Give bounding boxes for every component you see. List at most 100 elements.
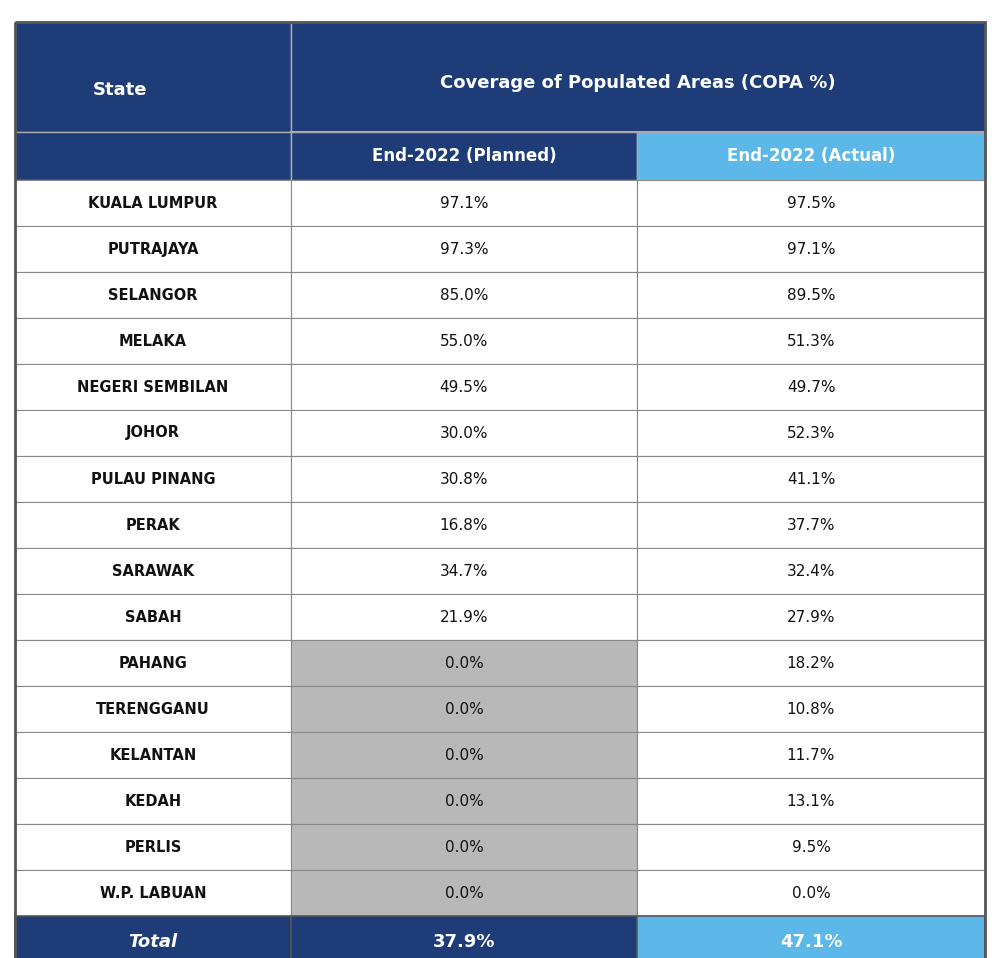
Bar xyxy=(15,132,291,180)
Bar xyxy=(637,778,985,824)
Bar xyxy=(291,640,637,686)
Text: 9.5%: 9.5% xyxy=(792,839,830,855)
Bar xyxy=(637,548,985,594)
Bar xyxy=(637,870,985,916)
Text: Total: Total xyxy=(128,933,178,951)
Bar xyxy=(291,686,637,732)
Text: 47.1%: 47.1% xyxy=(780,933,842,951)
Text: 0.0%: 0.0% xyxy=(445,839,483,855)
Text: 13.1%: 13.1% xyxy=(787,793,835,809)
Text: 32.4%: 32.4% xyxy=(787,563,835,579)
Text: 97.3%: 97.3% xyxy=(440,241,488,257)
Bar xyxy=(637,686,985,732)
Text: 49.7%: 49.7% xyxy=(787,379,835,395)
Text: PERAK: PERAK xyxy=(126,517,180,533)
Bar xyxy=(15,456,291,502)
Bar xyxy=(15,594,291,640)
Bar xyxy=(291,548,637,594)
Text: NEGERI SEMBILAN: NEGERI SEMBILAN xyxy=(77,379,229,395)
Bar xyxy=(291,364,637,410)
Text: 97.5%: 97.5% xyxy=(787,195,835,211)
Bar xyxy=(291,824,637,870)
Bar xyxy=(637,594,985,640)
Bar xyxy=(291,226,637,272)
Text: 85.0%: 85.0% xyxy=(440,287,488,303)
Bar xyxy=(291,132,637,180)
Bar xyxy=(15,640,291,686)
Text: 0.0%: 0.0% xyxy=(445,885,483,901)
Text: 37.7%: 37.7% xyxy=(787,517,835,533)
Text: 37.9%: 37.9% xyxy=(433,933,495,951)
Bar xyxy=(291,272,637,318)
Bar xyxy=(637,502,985,548)
Bar xyxy=(637,132,985,180)
Bar xyxy=(15,502,291,548)
Text: 0.0%: 0.0% xyxy=(792,885,830,901)
Text: SARAWAK: SARAWAK xyxy=(112,563,194,579)
Text: PULAU PINANG: PULAU PINANG xyxy=(91,471,215,487)
Bar xyxy=(15,778,291,824)
Text: 16.8%: 16.8% xyxy=(440,517,488,533)
Text: W.P. LABUAN: W.P. LABUAN xyxy=(100,885,206,901)
Bar xyxy=(15,410,291,456)
Bar xyxy=(637,364,985,410)
Bar xyxy=(15,824,291,870)
Bar xyxy=(291,318,637,364)
Bar xyxy=(15,916,291,958)
Text: 18.2%: 18.2% xyxy=(787,655,835,671)
Text: 0.0%: 0.0% xyxy=(445,747,483,763)
Text: 55.0%: 55.0% xyxy=(440,333,488,349)
Bar xyxy=(15,686,291,732)
Bar xyxy=(15,226,291,272)
Text: Coverage of Populated Areas (COPA %): Coverage of Populated Areas (COPA %) xyxy=(440,74,836,92)
Bar xyxy=(291,870,637,916)
Text: PAHANG: PAHANG xyxy=(119,655,187,671)
Bar xyxy=(637,410,985,456)
Text: KUALA LUMPUR: KUALA LUMPUR xyxy=(88,195,218,211)
Text: 34.7%: 34.7% xyxy=(440,563,488,579)
Bar xyxy=(637,318,985,364)
Bar xyxy=(15,364,291,410)
Bar xyxy=(15,180,291,226)
Bar xyxy=(15,548,291,594)
Bar xyxy=(291,916,637,958)
Text: 30.0%: 30.0% xyxy=(440,425,488,441)
Text: SELANGOR: SELANGOR xyxy=(108,287,198,303)
Text: 0.0%: 0.0% xyxy=(445,793,483,809)
Bar xyxy=(291,732,637,778)
Bar xyxy=(291,778,637,824)
Bar xyxy=(637,180,985,226)
Text: 30.8%: 30.8% xyxy=(440,471,488,487)
Bar xyxy=(291,410,637,456)
Bar xyxy=(637,456,985,502)
Text: 27.9%: 27.9% xyxy=(787,609,835,625)
Text: 49.5%: 49.5% xyxy=(440,379,488,395)
Text: 41.1%: 41.1% xyxy=(787,471,835,487)
Bar xyxy=(15,870,291,916)
Text: TERENGGANU: TERENGGANU xyxy=(96,701,210,717)
Bar xyxy=(637,916,985,958)
Bar xyxy=(15,272,291,318)
Bar xyxy=(291,594,637,640)
Bar xyxy=(637,272,985,318)
Text: KELANTAN: KELANTAN xyxy=(109,747,197,763)
Bar xyxy=(15,318,291,364)
Text: 51.3%: 51.3% xyxy=(787,333,835,349)
Bar xyxy=(15,732,291,778)
Text: JOHOR: JOHOR xyxy=(126,425,180,441)
Text: 89.5%: 89.5% xyxy=(787,287,835,303)
Text: End-2022 (Planned): End-2022 (Planned) xyxy=(372,147,556,165)
Text: KEDAH: KEDAH xyxy=(124,793,182,809)
Text: 97.1%: 97.1% xyxy=(787,241,835,257)
Bar xyxy=(637,226,985,272)
Text: SABAH: SABAH xyxy=(125,609,181,625)
Text: 97.1%: 97.1% xyxy=(440,195,488,211)
Bar xyxy=(637,640,985,686)
Bar xyxy=(291,180,637,226)
Bar xyxy=(291,502,637,548)
Bar xyxy=(637,732,985,778)
Text: 52.3%: 52.3% xyxy=(787,425,835,441)
Text: PERLIS: PERLIS xyxy=(124,839,182,855)
Text: State: State xyxy=(93,81,147,100)
Text: 21.9%: 21.9% xyxy=(440,609,488,625)
